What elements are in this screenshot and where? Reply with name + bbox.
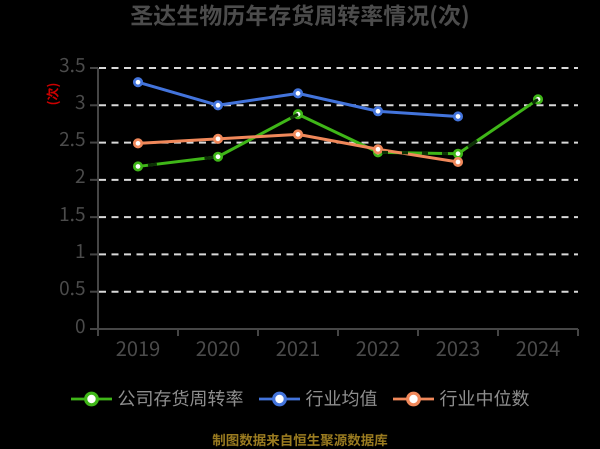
chart-title: 圣达生物历年存货周转率情况(次)	[130, 0, 470, 31]
legend-marker-icon	[392, 391, 434, 406]
marker-2	[372, 144, 384, 155]
y-tick-label: 2	[74, 162, 86, 190]
series-line-dash-artifact	[377, 150, 459, 156]
x-tick-label: 2024	[515, 333, 561, 362]
legend-item-1: 行业均值	[258, 385, 378, 411]
y-tick-label: 1.5	[59, 199, 86, 227]
legend: 公司存货周转率 行业均值 行业中位数	[0, 389, 600, 408]
x-tick-label: 2019	[115, 333, 161, 362]
legend-item-2: 行业中位数	[392, 385, 530, 411]
series-line-0	[136, 97, 540, 168]
y-tick-label: 3.5	[59, 50, 86, 78]
marker-2	[212, 133, 224, 144]
marker-1	[292, 88, 304, 99]
source-caption: 制图数据来自恒生聚源数据库	[212, 429, 388, 449]
legend-label: 行业中位数	[439, 385, 530, 411]
x-tick-label: 2023	[435, 333, 481, 362]
legend-marker-icon	[258, 391, 300, 406]
marker-2	[292, 129, 304, 140]
marker-1	[372, 106, 384, 117]
legend-marker-icon	[70, 391, 112, 406]
marker-0	[212, 151, 224, 162]
legend-label: 行业均值	[305, 385, 378, 411]
legend-item-0: 公司存货周转率	[70, 385, 244, 411]
marker-0	[132, 161, 144, 172]
y-tick-label: 3	[74, 87, 86, 115]
marker-2	[452, 156, 464, 168]
y-tick-label: 0.5	[59, 274, 86, 302]
marker-1	[452, 111, 464, 122]
marker-1	[212, 100, 224, 111]
series-line-dash-artifact	[457, 98, 539, 155]
x-tick-label: 2021	[275, 333, 321, 362]
series-line-dash-artifact	[137, 155, 219, 168]
marker-2	[132, 138, 144, 149]
marker-1	[132, 77, 144, 88]
y-tick-label: 0	[74, 311, 86, 339]
y-tick-label: 1	[74, 236, 86, 264]
x-tick-label: 2022	[355, 333, 401, 362]
legend-label: 公司存货周转率	[117, 385, 244, 411]
y-tick-label: 2.5	[59, 125, 86, 153]
x-tick-label: 2020	[195, 333, 241, 362]
